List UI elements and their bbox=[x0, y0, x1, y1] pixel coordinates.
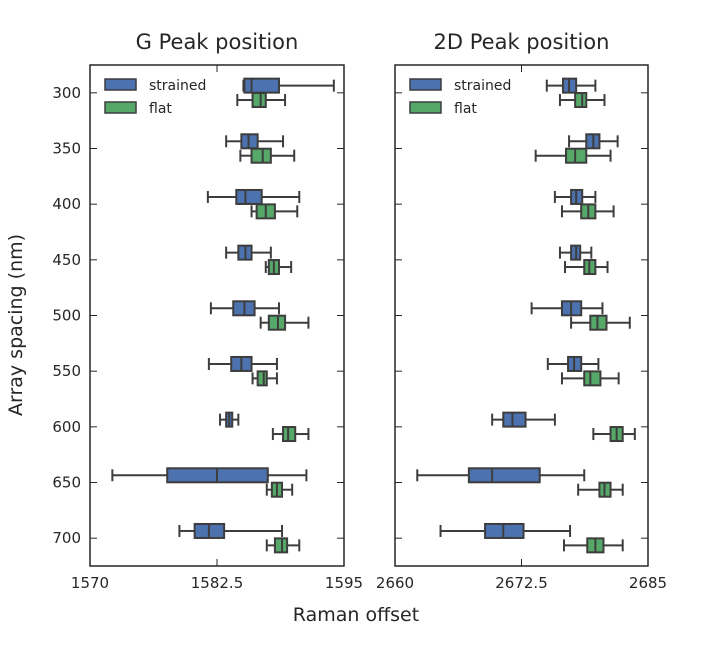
x-tick-label: 1595 bbox=[325, 574, 363, 592]
legend-swatch-flat bbox=[409, 101, 442, 114]
y-tick-label: 500 bbox=[52, 307, 81, 325]
box-flat bbox=[589, 314, 608, 331]
x-axis-label: Raman offset bbox=[293, 604, 419, 626]
box-flat bbox=[565, 147, 588, 164]
y-tick-label: 700 bbox=[52, 529, 81, 547]
box-flat bbox=[273, 537, 289, 554]
y-tick-label: 550 bbox=[52, 362, 81, 380]
box-flat bbox=[574, 92, 588, 109]
box-strained bbox=[243, 77, 280, 94]
box-strained bbox=[467, 467, 541, 484]
axes-frame bbox=[89, 64, 345, 567]
box-flat bbox=[256, 370, 268, 387]
legend-swatch-strained bbox=[409, 78, 442, 91]
y-tick-label: 350 bbox=[52, 140, 81, 158]
x-tick-label: 2660 bbox=[376, 574, 414, 592]
x-tick-label: 2685 bbox=[629, 574, 667, 592]
legend-label: strained bbox=[454, 78, 511, 94]
box-flat bbox=[250, 147, 272, 164]
legend-label: strained bbox=[149, 78, 206, 94]
x-tick-label: 2672.5 bbox=[495, 574, 548, 592]
box-strained bbox=[502, 411, 527, 428]
y-tick-label: 600 bbox=[52, 418, 81, 436]
y-tick-label: 650 bbox=[52, 474, 81, 492]
box-strained bbox=[240, 133, 259, 150]
chart-panel-g-peak: G Peak position 300 350 400 450 500 550 600 650 7… bbox=[52, 30, 363, 592]
x-tick-label: 1582.5 bbox=[191, 574, 244, 592]
y-tick-label: 300 bbox=[52, 84, 81, 102]
box-strained bbox=[235, 188, 263, 205]
legend-label: flat bbox=[149, 101, 172, 117]
box-flat bbox=[251, 92, 267, 109]
legend-label: flat bbox=[454, 101, 477, 117]
box-flat bbox=[282, 426, 297, 443]
chart-title: G Peak position bbox=[136, 30, 299, 54]
box-flat bbox=[267, 314, 287, 331]
legend-swatch-strained bbox=[104, 78, 137, 91]
y-axis-label: Array spacing (nm) bbox=[5, 234, 27, 416]
y-tick-label: 450 bbox=[52, 251, 81, 269]
x-tick-label: 1570 bbox=[71, 574, 109, 592]
box-strained bbox=[484, 522, 525, 539]
axes-frame bbox=[394, 64, 649, 567]
y-tick-label: 400 bbox=[52, 195, 81, 213]
legend-swatch-flat bbox=[104, 101, 137, 114]
chart-panel-2d-peak: 2D Peak position 2660 2672.5 2685 strained fl… bbox=[376, 30, 667, 592]
box-flat bbox=[583, 370, 602, 387]
chart-title: 2D Peak position bbox=[434, 30, 610, 54]
